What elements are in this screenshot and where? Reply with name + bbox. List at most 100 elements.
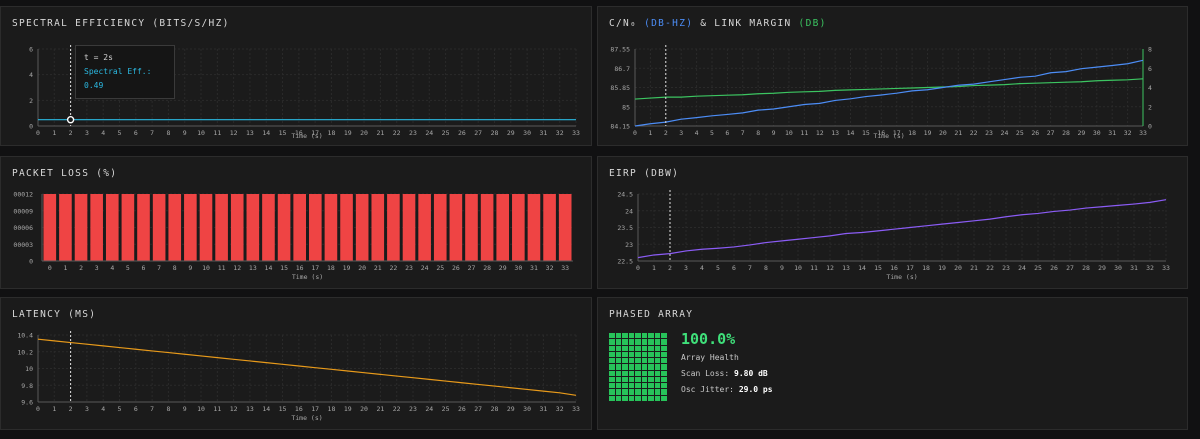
- x-tick-label: 25: [436, 264, 444, 272]
- array-element: [615, 376, 622, 383]
- x-tick-label: 28: [491, 129, 499, 137]
- x-tick-label: 20: [939, 129, 947, 137]
- x-tick-label: 24: [421, 264, 429, 272]
- array-element: [628, 345, 635, 351]
- x-tick-label: 17: [311, 129, 319, 137]
- x-tick-label: 33: [1162, 264, 1170, 272]
- packet-loss-bar: [449, 194, 463, 261]
- osc-jitter-value: 29.0 ps: [738, 385, 773, 394]
- array-element: [661, 395, 667, 401]
- packet-loss-bar: [480, 194, 494, 261]
- x-tick-label: 14: [858, 264, 866, 272]
- packet-loss-bar: [121, 194, 135, 261]
- x-tick-label: 18: [328, 129, 336, 137]
- x-tick-label: 12: [826, 264, 834, 272]
- osc-jitter-row: Osc Jitter: 29.0 ps: [681, 385, 773, 394]
- x-tick-label: 12: [233, 264, 241, 272]
- cn0-link-margin-chart[interactable]: 0 1 2 3 4 5 6 7 8 9 10 11 12 13 14 15 16 17 18 19 20 21 22 23 24…: [598, 7, 1189, 147]
- y-tick-label: 85: [622, 103, 630, 111]
- array-element: [609, 345, 615, 351]
- packet-loss-bar: [543, 194, 556, 261]
- packet-loss-bar: [324, 194, 338, 261]
- scan-loss-row: Scan Loss: 9.80 dB: [681, 369, 768, 378]
- array-element: [654, 364, 661, 370]
- x-tick-label: 32: [1146, 264, 1154, 272]
- y-tick-label: 2: [29, 97, 33, 105]
- x-tick-label: 8: [166, 405, 170, 413]
- x-tick-label: 21: [954, 129, 962, 137]
- x-tick-label: 27: [1066, 264, 1074, 272]
- x-tick-label: 8: [173, 264, 177, 272]
- x-tick-label: 4: [695, 129, 699, 137]
- x-tick-label: 27: [474, 405, 482, 413]
- x-tick-label: 21: [374, 264, 382, 272]
- packet-loss-bar: [371, 194, 385, 261]
- x-tick-label: 18: [328, 405, 336, 413]
- x-tick-label: 28: [1062, 129, 1070, 137]
- latency-chart[interactable]: 0 1 2 3 4 5 6 7 8 9 10 11 12 13 14 15 16 17 18 19 20 21 22 23 24…: [1, 298, 593, 431]
- x-tick-label: 10: [197, 405, 205, 413]
- y-tick-label: 10.2: [17, 348, 33, 356]
- x-tick-label: 6: [732, 264, 736, 272]
- array-element: [641, 351, 648, 358]
- x-tick-label: 28: [491, 405, 499, 413]
- array-element: [641, 358, 648, 364]
- packet-loss-bar: [230, 194, 244, 261]
- x-tick-label: 10: [785, 129, 793, 137]
- array-element: [654, 383, 661, 389]
- packet-loss-panel: PACKET LOSS (%) 0 00003 00006 00009 00012 0 1 2…: [0, 156, 592, 289]
- array-element: [609, 383, 615, 389]
- eirp-chart[interactable]: 0 1 2 3 4 5 6 7 8 9 10 11 12 13 14 15 16 17 18 19 20 21 22 23 24…: [598, 157, 1189, 290]
- x-tick-label: 3: [85, 129, 89, 137]
- array-element: [661, 358, 667, 364]
- array-element: [609, 376, 615, 383]
- x-tick-label: 32: [556, 405, 564, 413]
- panel-title: SPECTRAL EFFICIENCY (BITS/S/HZ): [12, 18, 230, 29]
- array-element: [622, 358, 628, 364]
- x-tick-label: 22: [393, 405, 401, 413]
- x-tick-label: 26: [1031, 129, 1039, 137]
- x-tick-label: 4: [110, 264, 114, 272]
- x-tick-label: 7: [741, 129, 745, 137]
- x-tick-label: 12: [816, 129, 824, 137]
- x-tick-label: 5: [118, 129, 122, 137]
- array-element: [661, 345, 667, 351]
- array-element: [622, 351, 628, 358]
- x-tick-label: 13: [246, 405, 254, 413]
- array-element: [635, 370, 641, 376]
- title-margin-unit: (DB): [798, 18, 827, 29]
- array-element: [641, 333, 648, 339]
- x-tick-label: 11: [213, 405, 221, 413]
- tooltip-value: Spectral Eff.: 0.49: [84, 67, 152, 90]
- array-element: [609, 339, 615, 345]
- x-tick-label: 11: [800, 129, 808, 137]
- x-axis-label: Time (s): [291, 132, 322, 140]
- array-element: [635, 358, 641, 364]
- x-tick-label: 20: [360, 129, 368, 137]
- y-tick-label: 00003: [13, 241, 33, 249]
- packet-loss-bar: [465, 194, 478, 261]
- x-tick-label: 31: [539, 405, 547, 413]
- array-element: [641, 364, 648, 370]
- x-tick-label: 4: [101, 405, 105, 413]
- spectral-efficiency-chart[interactable]: 0 1 2 3 4 5 6 7 8 9 10 11 12 13 14 15 16 17 18 19 20 21 22 23 24…: [1, 7, 593, 147]
- array-element: [648, 383, 654, 389]
- packet-loss-bar: [558, 194, 572, 261]
- osc-jitter-label: Osc Jitter:: [681, 385, 734, 394]
- packet-loss-bar: [59, 194, 72, 261]
- x-tick-label: 30: [1114, 264, 1122, 272]
- x-tick-label: 11: [810, 264, 818, 272]
- y-tick-label: 85.85: [610, 84, 630, 92]
- x-tick-label: 0: [636, 264, 640, 272]
- packet-loss-bar: [309, 194, 322, 261]
- x-tick-label: 21: [376, 405, 384, 413]
- y-tick-label: 4: [29, 71, 33, 79]
- x-tick-label: 27: [474, 129, 482, 137]
- x-tick-label: 24: [425, 405, 433, 413]
- tooltip-time: t = 2s: [84, 53, 113, 62]
- array-element: [661, 333, 667, 339]
- packet-loss-bar: [512, 194, 525, 261]
- x-tick-label: 6: [134, 129, 138, 137]
